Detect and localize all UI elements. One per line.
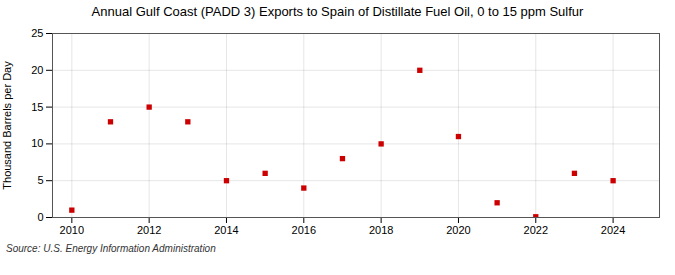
svg-text:2022: 2022: [524, 224, 548, 236]
svg-text:15: 15: [31, 101, 43, 113]
svg-text:2014: 2014: [214, 224, 238, 236]
svg-text:Thousand Barrels per Day: Thousand Barrels per Day: [1, 61, 13, 190]
svg-text:10: 10: [31, 137, 43, 149]
svg-text:20: 20: [31, 64, 43, 76]
svg-text:2010: 2010: [60, 224, 84, 236]
svg-text:2020: 2020: [446, 224, 470, 236]
html-text:Annual Gulf Coast (PADD 3) Exp: Annual Gulf Coast (PADD 3) Exports to Sp…: [91, 4, 584, 19]
svg-text:2016: 2016: [292, 224, 316, 236]
html-text:Source: U.S. Energy Informatio: Source: U.S. Energy Information Administ…: [6, 243, 216, 254]
svg-text:2024: 2024: [601, 224, 625, 236]
svg-text:25: 25: [31, 27, 43, 39]
svg-text:2012: 2012: [137, 224, 161, 236]
svg-text:0: 0: [37, 211, 43, 223]
svg-text:5: 5: [37, 174, 43, 186]
svg-text:2018: 2018: [369, 224, 393, 236]
